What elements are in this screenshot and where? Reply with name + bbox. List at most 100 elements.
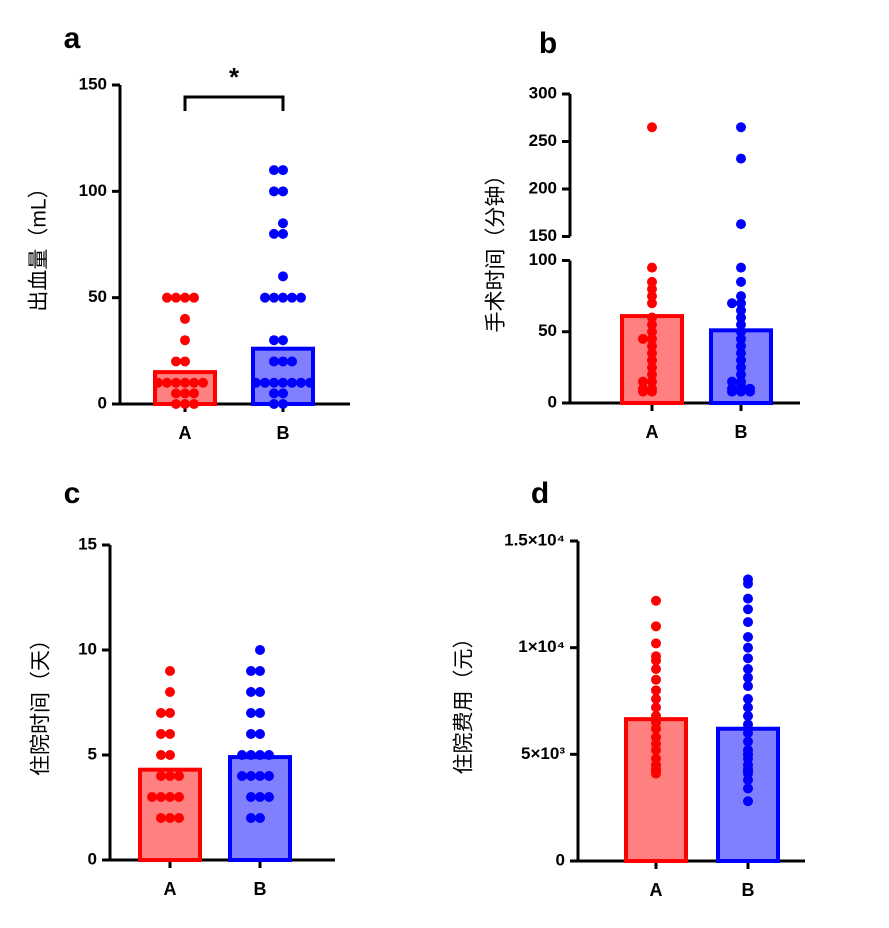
- data-point: [269, 186, 279, 197]
- x-tick-label: B: [277, 423, 290, 443]
- data-point: [647, 326, 657, 337]
- data-point: [255, 645, 265, 655]
- data-point: [237, 771, 247, 781]
- data-point: [269, 356, 279, 367]
- data-point: [255, 792, 265, 802]
- y-tick-label: 0: [98, 393, 107, 412]
- data-point: [651, 674, 661, 685]
- data-point: [278, 165, 288, 176]
- data-point: [743, 664, 753, 674]
- data-point: [246, 708, 256, 718]
- panel-label: d: [531, 477, 549, 510]
- data-point: [165, 792, 175, 802]
- data-point: [246, 792, 256, 802]
- data-point: [736, 348, 746, 359]
- data-point: [743, 710, 753, 721]
- data-point: [180, 388, 190, 399]
- data-point: [736, 219, 746, 230]
- data-point: [165, 813, 175, 823]
- data-point: [647, 333, 657, 344]
- data-point: [269, 292, 279, 303]
- data-point: [171, 388, 181, 399]
- data-point: [638, 333, 648, 344]
- data-point: [278, 388, 288, 399]
- x-tick-label: B: [742, 880, 755, 900]
- data-point: [156, 771, 166, 781]
- data-point: [246, 771, 256, 781]
- data-point: [647, 319, 657, 330]
- data-point: [171, 356, 181, 367]
- data-point: [246, 750, 256, 760]
- data-point: [156, 750, 166, 760]
- data-point: [651, 768, 661, 779]
- data-point: [743, 728, 753, 738]
- data-point: [296, 377, 306, 388]
- data-point: [246, 687, 256, 697]
- data-point: [727, 386, 737, 397]
- data-point: [180, 335, 190, 346]
- data-point: [251, 377, 261, 388]
- data-point: [736, 355, 746, 366]
- x-tick-label: A: [179, 423, 192, 443]
- data-point: [743, 702, 753, 713]
- data-point: [171, 377, 181, 388]
- data-point: [647, 355, 657, 366]
- data-point: [736, 326, 746, 337]
- data-point: [736, 153, 746, 164]
- data-point: [736, 319, 746, 330]
- y-tick-label: 10: [78, 639, 97, 658]
- data-point: [743, 693, 753, 704]
- data-point: [743, 736, 753, 747]
- data-point: [278, 271, 288, 282]
- data-point: [264, 792, 274, 802]
- data-point: [647, 362, 657, 373]
- y-tick-label: 0: [88, 849, 97, 868]
- data-point: [651, 621, 661, 632]
- data-point: [269, 388, 279, 399]
- data-point: [278, 377, 288, 388]
- data-point: [743, 578, 753, 589]
- data-point: [743, 783, 753, 794]
- data-point: [647, 284, 657, 294]
- data-point: [651, 664, 661, 674]
- data-point: [165, 771, 175, 781]
- data-point: [736, 122, 746, 133]
- data-point: [180, 356, 190, 367]
- y-tick-label: 250: [529, 131, 557, 150]
- data-point: [278, 228, 288, 239]
- data-point: [278, 399, 288, 409]
- data-point: [156, 729, 166, 739]
- y-tick-label: 5: [88, 744, 97, 763]
- data-point: [287, 292, 297, 303]
- data-point: [189, 388, 199, 399]
- data-point: [255, 687, 265, 697]
- y-tick-label: 5×10³: [521, 744, 565, 763]
- data-point: [647, 312, 657, 323]
- data-point: [278, 218, 288, 229]
- data-point: [743, 593, 753, 604]
- data-point: [189, 399, 199, 409]
- data-point: [189, 292, 199, 303]
- data-point: [255, 771, 265, 781]
- data-point: [165, 687, 175, 697]
- y-tick-label: 1×10⁴: [518, 637, 565, 656]
- data-point: [651, 595, 661, 606]
- y-tick-label: 50: [538, 321, 557, 340]
- data-point: [727, 298, 737, 309]
- data-point: [255, 750, 265, 760]
- data-point: [727, 376, 737, 387]
- data-point: [269, 399, 279, 409]
- data-point: [736, 298, 746, 309]
- data-point: [269, 335, 279, 346]
- x-tick-label: B: [735, 422, 748, 442]
- y-tick-label: 15: [78, 534, 97, 553]
- y-tick-label: 0: [556, 850, 565, 869]
- y-tick-label: 150: [529, 226, 557, 245]
- data-point: [264, 771, 274, 781]
- data-point: [255, 813, 265, 823]
- data-point: [264, 750, 274, 760]
- data-point: [743, 632, 753, 642]
- data-point: [162, 292, 172, 303]
- data-point: [743, 796, 753, 807]
- data-point: [171, 399, 181, 409]
